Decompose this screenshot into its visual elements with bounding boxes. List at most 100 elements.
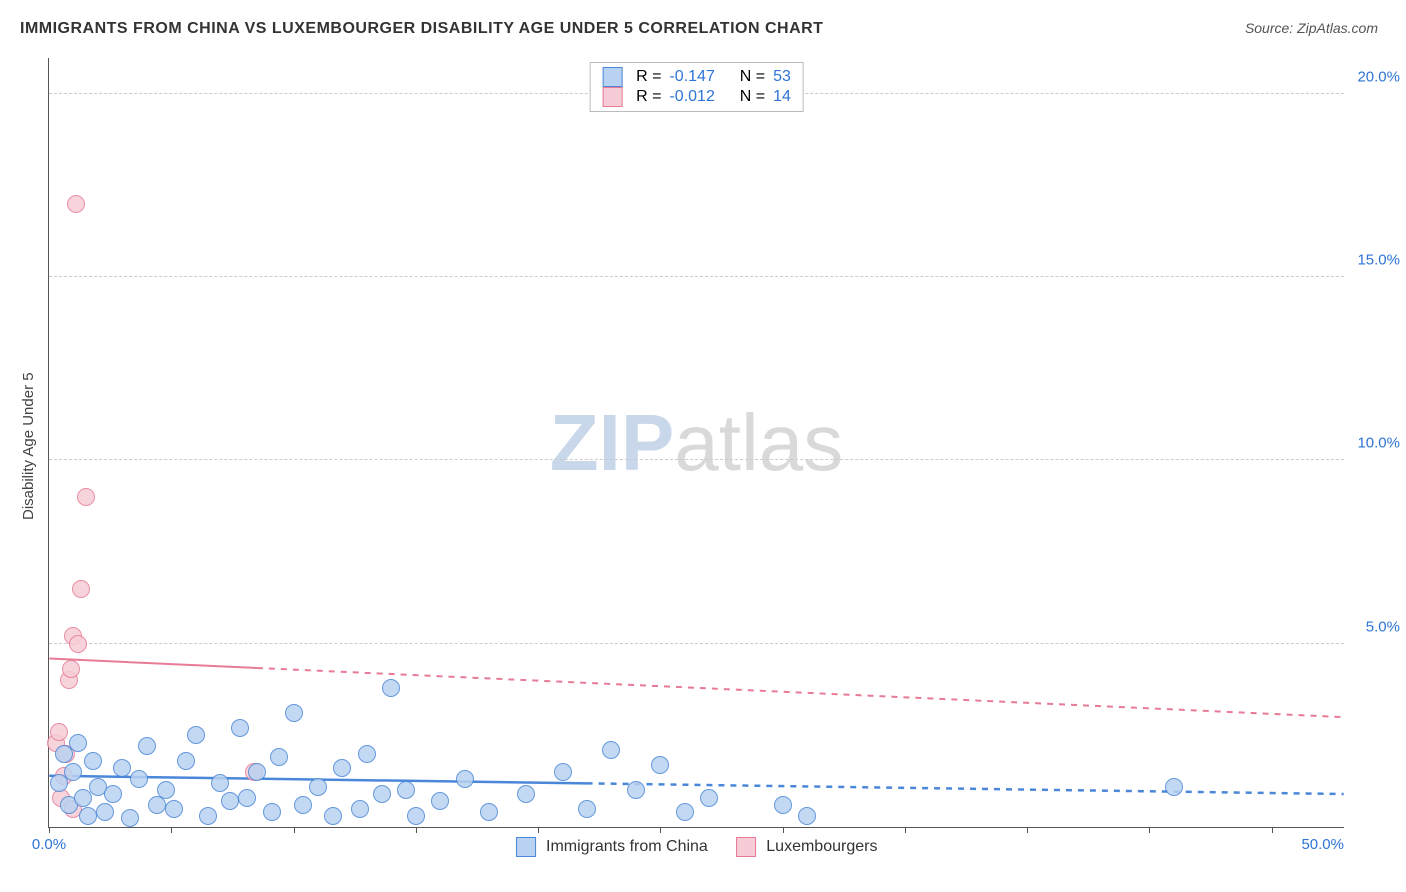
data-point	[157, 781, 175, 799]
x-tick	[1149, 827, 1150, 833]
y-axis-label: Disability Age Under 5	[20, 372, 37, 520]
data-point	[96, 803, 114, 821]
correlation-row-blue: R = -0.147 N = 53	[602, 67, 791, 87]
data-point	[480, 803, 498, 821]
data-point	[187, 726, 205, 744]
data-point	[324, 807, 342, 825]
data-point	[72, 580, 90, 598]
data-point	[130, 770, 148, 788]
data-point	[651, 756, 669, 774]
gridline	[49, 276, 1344, 277]
x-tick	[1272, 827, 1273, 833]
legend-label-blue: Immigrants from China	[546, 838, 708, 855]
y-tick-label: 20.0%	[1357, 68, 1400, 85]
x-tick	[294, 827, 295, 833]
data-point	[199, 807, 217, 825]
data-point	[774, 796, 792, 814]
data-point	[700, 789, 718, 807]
data-point	[138, 737, 156, 755]
data-point	[79, 807, 97, 825]
swatch-blue	[516, 837, 536, 857]
data-point	[64, 763, 82, 781]
gridline	[49, 643, 1344, 644]
data-point	[456, 770, 474, 788]
legend-item-blue: Immigrants from China	[516, 837, 708, 857]
correlation-legend: R = -0.147 N = 53 R = -0.012 N = 14	[589, 62, 804, 112]
data-point	[309, 778, 327, 796]
watermark-atlas: atlas	[674, 398, 843, 487]
legend-item-pink: Luxembourgers	[736, 837, 878, 857]
data-point	[77, 488, 95, 506]
data-point	[62, 660, 80, 678]
data-point	[798, 807, 816, 825]
x-axis-max-label: 50.0%	[1301, 836, 1344, 853]
data-point	[382, 679, 400, 697]
x-tick	[171, 827, 172, 833]
data-point	[104, 785, 122, 803]
scatter-plot: ZIPatlas R = -0.147 N = 53 R = -0.012 N …	[48, 58, 1344, 828]
data-point	[248, 763, 266, 781]
trend-lines	[49, 58, 1344, 827]
data-point	[333, 759, 351, 777]
x-tick	[1027, 827, 1028, 833]
swatch-blue	[602, 67, 622, 87]
swatch-pink	[736, 837, 756, 857]
data-point	[358, 745, 376, 763]
x-tick	[660, 827, 661, 833]
data-point	[69, 734, 87, 752]
chart-title: IMMIGRANTS FROM CHINA VS LUXEMBOURGER DI…	[20, 20, 823, 38]
data-point	[397, 781, 415, 799]
data-point	[67, 195, 85, 213]
data-point	[373, 785, 391, 803]
x-tick	[49, 827, 50, 833]
data-point	[407, 807, 425, 825]
n-value-blue: 53	[773, 68, 791, 86]
legend-label-pink: Luxembourgers	[766, 838, 877, 855]
gridline	[49, 459, 1344, 460]
data-point	[517, 785, 535, 803]
swatch-pink	[602, 87, 622, 107]
data-point	[221, 792, 239, 810]
data-point	[294, 796, 312, 814]
y-tick-label: 5.0%	[1366, 618, 1400, 635]
x-tick	[905, 827, 906, 833]
x-tick	[416, 827, 417, 833]
x-tick	[783, 827, 784, 833]
watermark-zip: ZIP	[550, 398, 674, 487]
r-value-pink: -0.012	[669, 88, 714, 106]
series-legend: Immigrants from China Luxembourgers	[516, 837, 878, 857]
data-point	[50, 723, 68, 741]
data-point	[84, 752, 102, 770]
n-label: N =	[740, 88, 765, 106]
x-axis-min-label: 0.0%	[32, 836, 66, 853]
n-label: N =	[740, 68, 765, 86]
data-point	[263, 803, 281, 821]
r-value-blue: -0.147	[669, 68, 714, 86]
watermark: ZIPatlas	[550, 397, 843, 489]
data-point	[431, 792, 449, 810]
data-point	[270, 748, 288, 766]
data-point	[285, 704, 303, 722]
data-point	[121, 809, 139, 827]
data-point	[69, 635, 87, 653]
data-point	[211, 774, 229, 792]
x-tick	[538, 827, 539, 833]
r-label: R =	[636, 68, 661, 86]
n-value-pink: 14	[773, 88, 791, 106]
r-label: R =	[636, 88, 661, 106]
data-point	[578, 800, 596, 818]
data-point	[238, 789, 256, 807]
source-attribution: Source: ZipAtlas.com	[1245, 20, 1378, 36]
data-point	[602, 741, 620, 759]
data-point	[554, 763, 572, 781]
data-point	[1165, 778, 1183, 796]
data-point	[351, 800, 369, 818]
data-point	[177, 752, 195, 770]
y-tick-label: 10.0%	[1357, 435, 1400, 452]
data-point	[676, 803, 694, 821]
data-point	[231, 719, 249, 737]
data-point	[165, 800, 183, 818]
correlation-row-pink: R = -0.012 N = 14	[602, 87, 791, 107]
y-tick-label: 15.0%	[1357, 252, 1400, 269]
data-point	[113, 759, 131, 777]
